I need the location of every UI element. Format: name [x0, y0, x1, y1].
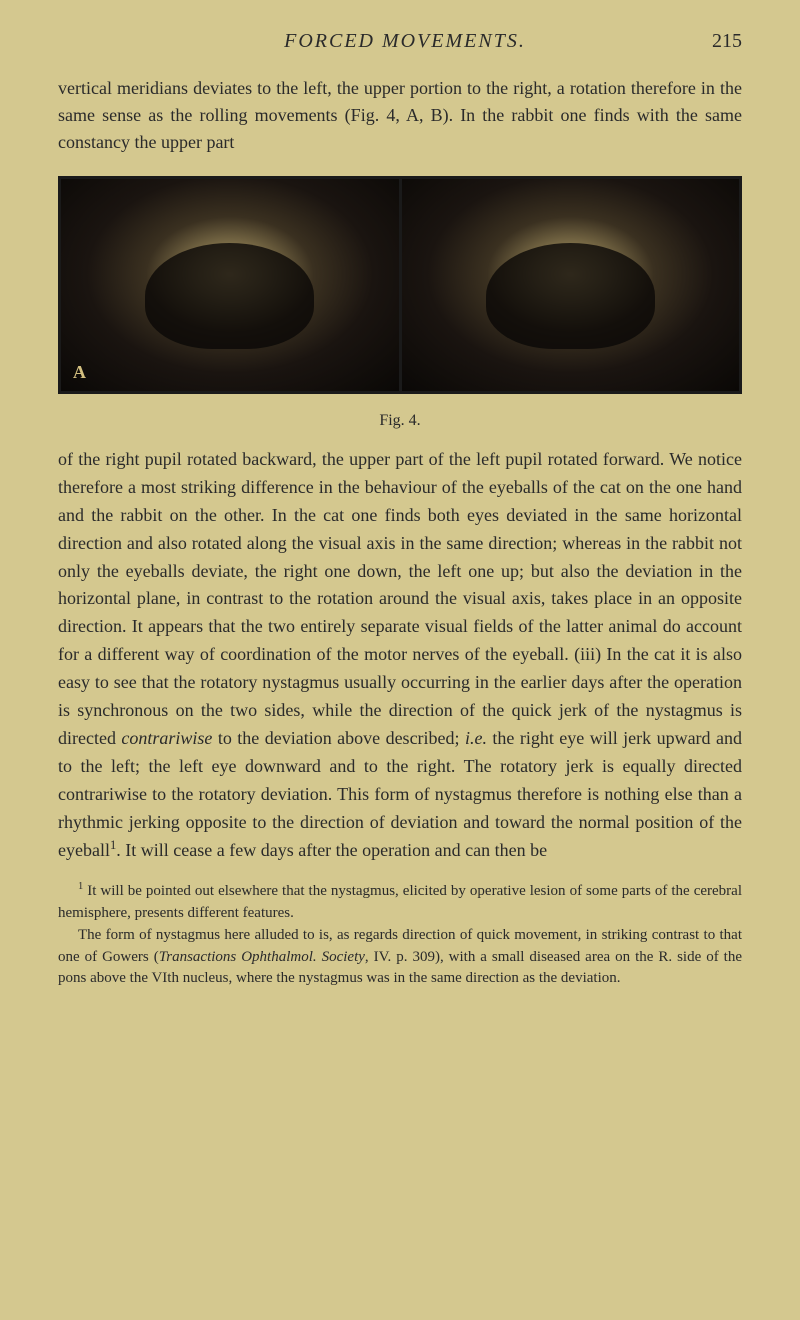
cat-image-a	[145, 243, 314, 349]
page-header: FORCED MOVEMENTS. 215	[58, 30, 742, 53]
footnote-source: Transactions Ophthalmol. Society	[159, 949, 365, 965]
figure-caption: Fig. 4.	[58, 412, 742, 430]
body-text-2: to the deviation above described;	[212, 728, 465, 748]
italic-ie: i.e.	[465, 728, 487, 748]
intro-paragraph: vertical meridians deviates to the left,…	[58, 75, 742, 156]
body-text-1: of the right pupil rotated backward, the…	[58, 449, 742, 748]
footnote-paren-open: (	[149, 949, 159, 965]
footnote-1: 1 It will be pointed out elsewhere that …	[58, 879, 742, 925]
cat-image-b	[486, 243, 655, 349]
footnote-comma: ,	[365, 949, 374, 965]
figure-panel-b	[402, 179, 740, 391]
page-number: 215	[712, 30, 742, 53]
body-text-4: . It will cease a few days after the ope…	[116, 840, 547, 860]
footnote-vol: IV.	[374, 949, 392, 965]
running-head: FORCED MOVEMENTS.	[98, 30, 712, 53]
footnote-text-1: It will be pointed out elsewhere that th…	[58, 883, 742, 921]
footnote-1-continued: The form of nystagmus here alluded to is…	[58, 925, 742, 990]
main-paragraph: of the right pupil rotated backward, the…	[58, 446, 742, 865]
figure-panel-a	[61, 179, 399, 391]
figure-4	[58, 176, 742, 394]
italic-contrariwise: contrariwise	[121, 728, 212, 748]
footnote-author: Gowers	[102, 949, 149, 965]
